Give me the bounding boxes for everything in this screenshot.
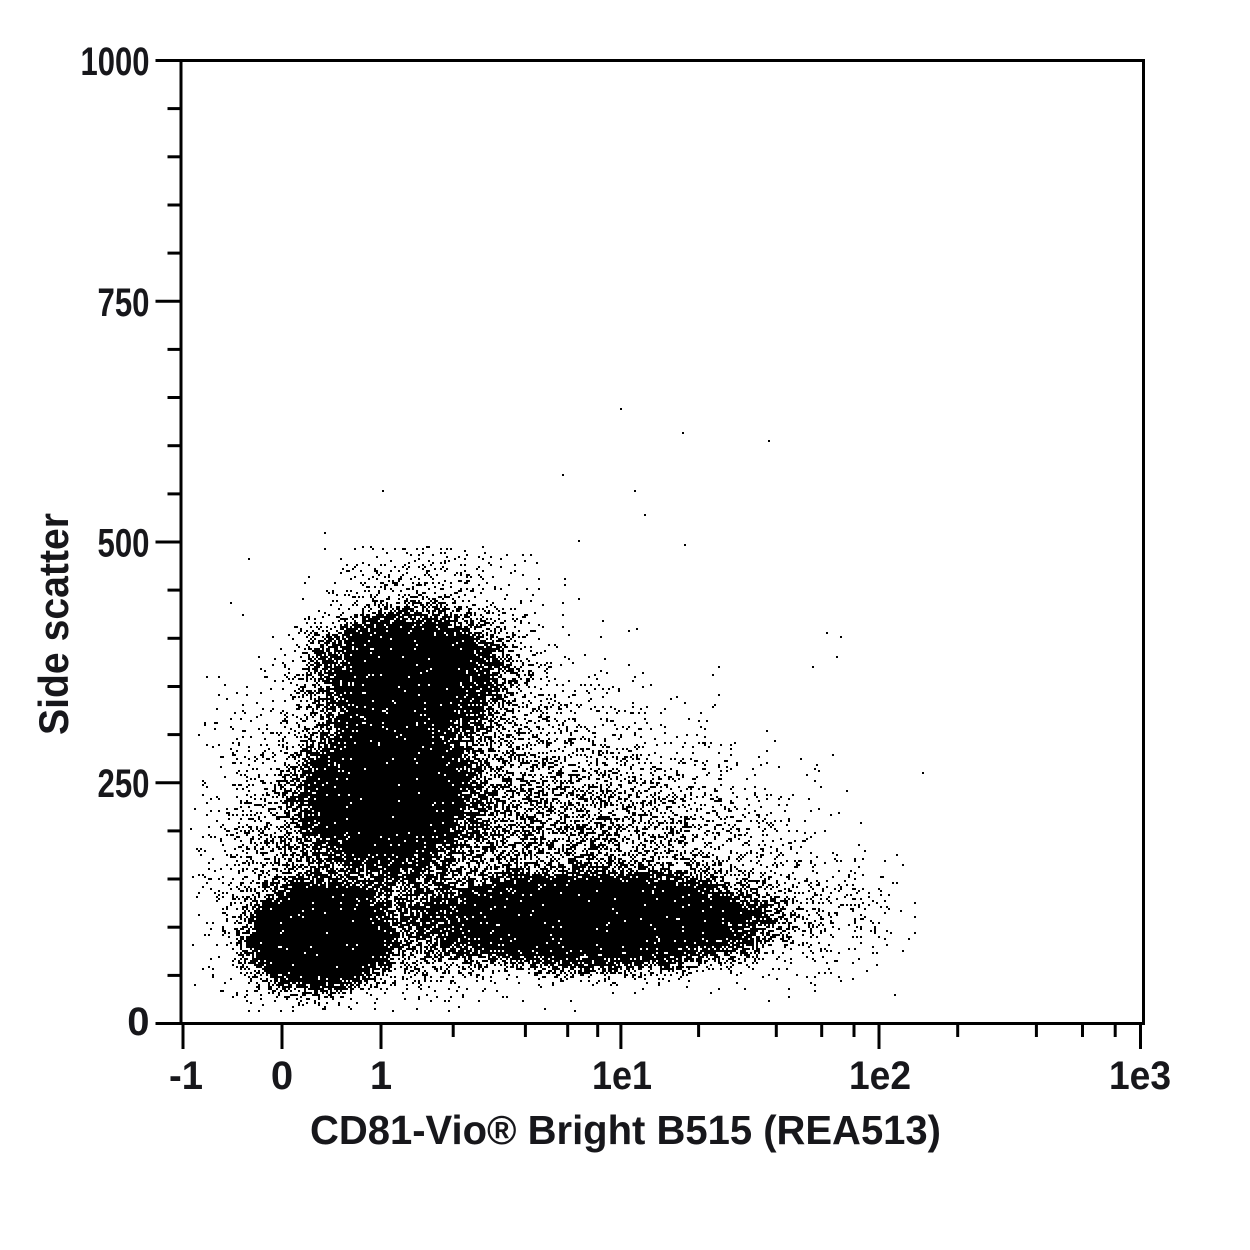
svg-text:1e2: 1e2 bbox=[849, 1054, 911, 1098]
svg-text:1: 1 bbox=[370, 1054, 392, 1098]
svg-text:Side scatter: Side scatter bbox=[30, 513, 77, 735]
svg-text:0: 0 bbox=[127, 1000, 149, 1044]
svg-text:1e3: 1e3 bbox=[1109, 1054, 1171, 1098]
svg-text:CD81-Vio® Bright B515 (REA513): CD81-Vio® Bright B515 (REA513) bbox=[310, 1107, 941, 1153]
svg-text:-1: -1 bbox=[169, 1054, 203, 1098]
svg-text:250: 250 bbox=[98, 762, 150, 806]
svg-text:0: 0 bbox=[271, 1054, 293, 1098]
svg-text:1e1: 1e1 bbox=[592, 1054, 652, 1098]
svg-text:750: 750 bbox=[98, 281, 150, 325]
svg-text:1000: 1000 bbox=[81, 40, 150, 84]
svg-text:500: 500 bbox=[98, 522, 150, 566]
